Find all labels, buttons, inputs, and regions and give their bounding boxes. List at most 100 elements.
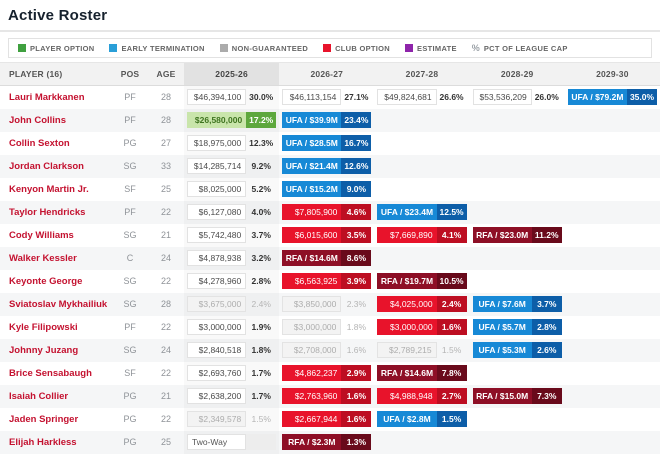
player-name-link[interactable]: Brice Sensabaugh xyxy=(9,367,92,379)
table-row: Collin Sexton PG 27 $18,975,000 12.3% UFA / $… xyxy=(0,132,660,155)
player-name-link[interactable]: Isaiah Collier xyxy=(9,390,69,402)
salary-value: $53,536,209 xyxy=(472,89,532,106)
cap-pct: 3.5% xyxy=(341,227,372,243)
season-cell: UFA / $7.6M 3.7% xyxy=(470,293,565,316)
legend-label: PLAYER OPTION xyxy=(30,43,95,53)
season-cell: $2,349,578 1.5% xyxy=(184,408,279,431)
season-cell: UFA / $2.8M 1.5% xyxy=(374,408,469,431)
legend: PLAYER OPTION EARLY TERMINATION NON-GUARAN… xyxy=(8,38,652,58)
cap-pct: 12.5% xyxy=(436,204,467,220)
salary-cell-ufa: UFA / $15.2M 9.0% xyxy=(282,181,372,197)
cap-pct: 1.8% xyxy=(251,345,271,355)
season-cell: $3,000,000 1.8% xyxy=(279,316,374,339)
salary-cell-ufa: UFA / $7.6M 3.7% xyxy=(472,296,562,312)
player-name-link[interactable]: Jordan Clarkson xyxy=(9,160,84,172)
column-header-2027-28[interactable]: 2027-28 xyxy=(374,62,470,86)
season-cell: $46,113,154 27.1% xyxy=(279,86,374,109)
season-cell xyxy=(565,109,660,132)
column-header-age[interactable]: AGE xyxy=(148,62,184,86)
player-position: SG xyxy=(123,345,137,355)
salary-cell-ufa: UFA / $21.4M 12.6% xyxy=(282,158,372,174)
player-name-link[interactable]: Lauri Markkanen xyxy=(9,91,85,103)
cap-pct: 7.8% xyxy=(436,365,467,381)
salary-value: $4,862,237 xyxy=(282,365,342,381)
salary-cell-po: $26,580,000 17.2% xyxy=(187,112,277,128)
player-name-link[interactable]: Walker Kessler xyxy=(9,252,77,264)
season-cell xyxy=(565,408,660,431)
cap-pct: 1.5% xyxy=(441,345,462,355)
salary-cell-normal: $18,975,000 12.3% xyxy=(187,135,276,151)
salary-value: $7,669,890 xyxy=(377,227,437,243)
salary-cell-ufa: UFA / $5.7M 2.8% xyxy=(472,319,562,335)
cap-pct: 27.1% xyxy=(344,92,369,103)
player-position: SG xyxy=(123,230,137,240)
salary-cell-ufa: UFA / $5.3M 2.6% xyxy=(472,342,562,358)
season-cell xyxy=(374,132,469,155)
player-name-link[interactable]: Sviatoslav Mykhailiuk xyxy=(9,298,108,310)
player-age: 21 xyxy=(160,230,171,240)
season-cell xyxy=(470,247,565,270)
player-name-link[interactable]: Cody Williams xyxy=(9,229,74,241)
player-name-link[interactable]: Taylor Hendricks xyxy=(9,206,86,218)
season-cell: UFA / $23.4M 12.5% xyxy=(374,201,469,224)
player-position: PF xyxy=(124,92,136,103)
season-cell: UFA / $39.9M 23.4% xyxy=(279,109,374,132)
table-row: Jaden Springer PG 22 $2,349,578 1.5% $2,667,9… xyxy=(0,408,660,431)
season-cell: $6,015,600 3.5% xyxy=(279,224,374,247)
player-name-link[interactable]: Keyonte George xyxy=(9,275,83,287)
column-header-2028-29[interactable]: 2028-29 xyxy=(469,62,565,86)
salary-cell-co: $7,669,890 4.1% xyxy=(377,227,467,243)
cap-pct: 1.5% xyxy=(436,411,467,427)
table-row: Jordan Clarkson SG 33 $14,285,714 9.2% UFA / … xyxy=(0,154,660,178)
season-cell: UFA / $21.4M 12.6% xyxy=(279,155,374,178)
salary-value: UFA / $21.4M xyxy=(282,158,342,174)
salary-cell-ufa: UFA / $39.9M 23.4% xyxy=(282,112,372,128)
player-position: PF xyxy=(124,207,136,217)
cap-pct: 3.9% xyxy=(341,273,372,289)
cap-pct: 7.3% xyxy=(531,388,562,404)
percent-icon: % xyxy=(471,43,480,53)
player-name-link[interactable]: Collin Sexton xyxy=(9,137,70,149)
player-name-link[interactable]: Kyle Filipowski xyxy=(9,321,78,333)
season-cell xyxy=(470,201,565,224)
salary-value: RFA / $19.7M xyxy=(377,273,437,289)
legend-label: CLUB OPTION xyxy=(335,43,391,53)
salary-value: $3,675,000 xyxy=(187,296,247,312)
cap-pct: 2.4% xyxy=(251,299,271,309)
estimate-swatch xyxy=(405,44,414,52)
cap-pct: 1.8% xyxy=(346,322,367,332)
column-header-2026-27[interactable]: 2026-27 xyxy=(279,62,375,86)
season-cell: $26,580,000 17.2% xyxy=(184,109,279,132)
salary-value: $2,789,215 xyxy=(377,342,437,358)
season-cell: UFA / $5.3M 2.6% xyxy=(470,339,565,362)
table-row: Isaiah Collier PG 21 $2,638,200 1.7% $2,763,9… xyxy=(0,384,660,408)
column-header-player-16-[interactable]: PLAYER (16) xyxy=(0,62,112,86)
cap-pct: 2.4% xyxy=(436,296,467,312)
season-cell: RFA / $19.7M 10.5% xyxy=(374,270,469,293)
cap-pct: 4.0% xyxy=(251,207,271,217)
season-cell xyxy=(565,362,660,385)
table-row: Walker Kessler C 24 $4,878,938 3.2% RFA / $14… xyxy=(0,246,660,270)
season-cell: $3,850,000 2.3% xyxy=(279,293,374,316)
season-cell xyxy=(565,270,660,293)
legend-item: EARLY TERMINATION xyxy=(109,44,204,53)
season-cell: $3,000,000 1.6% xyxy=(374,316,469,339)
player-name-link[interactable]: Jaden Springer xyxy=(9,413,79,425)
cap-pct: 11.2% xyxy=(531,227,562,243)
salary-value: $2,708,000 xyxy=(282,342,342,358)
salary-value: RFA / $14.6M xyxy=(377,365,437,381)
salary-value: UFA / $23.4M xyxy=(377,204,437,220)
cap-pct: 1.3% xyxy=(341,434,372,450)
season-cell: $53,536,209 26.0% xyxy=(470,86,565,109)
column-header-pos[interactable]: POS xyxy=(112,62,148,86)
salary-cell-normal: $46,113,154 27.1% xyxy=(282,89,371,106)
column-header-2025-26[interactable]: 2025-26 xyxy=(184,62,280,86)
player-name-link[interactable]: Kenyon Martin Jr. xyxy=(9,183,89,195)
player-name-link[interactable]: John Collins xyxy=(9,114,66,126)
season-cell: $7,805,900 4.6% xyxy=(279,201,374,224)
column-header-2029-30[interactable]: 2029-30 xyxy=(564,62,660,86)
player-age: 27 xyxy=(160,138,171,148)
player-position: PG xyxy=(123,138,137,148)
player-name-link[interactable]: Johnny Juzang xyxy=(9,344,79,356)
player-name-link[interactable]: Elijah Harkless xyxy=(9,436,77,448)
